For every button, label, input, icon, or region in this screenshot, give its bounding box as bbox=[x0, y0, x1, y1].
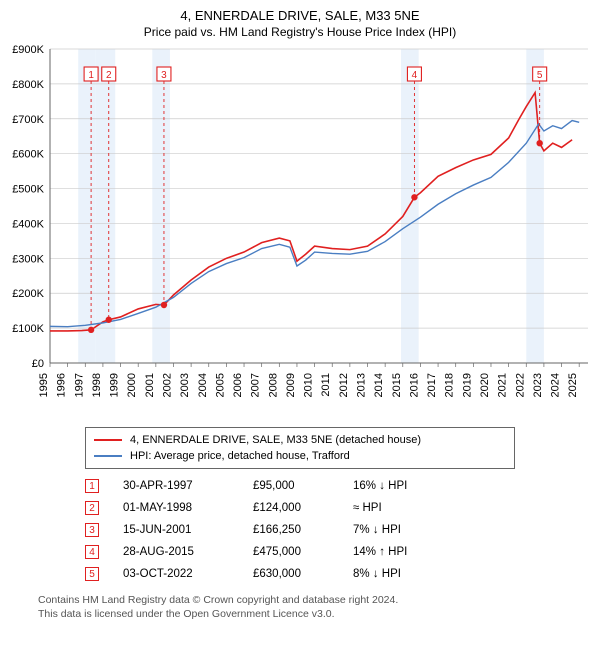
x-tick-label: 2022 bbox=[514, 373, 526, 397]
sale-hpi: 16% ↓ HPI bbox=[353, 480, 515, 492]
sale-dot bbox=[411, 194, 417, 200]
sale-hpi: 8% ↓ HPI bbox=[353, 568, 515, 580]
legend: 4, ENNERDALE DRIVE, SALE, M33 5NE (detac… bbox=[85, 427, 515, 469]
x-tick-label: 2013 bbox=[356, 373, 368, 397]
x-tick-label: 2015 bbox=[391, 373, 403, 397]
price-band bbox=[152, 49, 170, 363]
sale-price: £124,000 bbox=[253, 502, 353, 514]
x-tick-label: 2014 bbox=[373, 373, 385, 397]
y-tick-label: £800K bbox=[12, 79, 44, 91]
x-tick-label: 2002 bbox=[161, 373, 173, 397]
x-tick-label: 1996 bbox=[56, 373, 68, 397]
chart-svg: £0 £100K £200K £300K £400K £500K £600K £700K £80… bbox=[0, 43, 600, 423]
x-tick-label: 1997 bbox=[73, 373, 85, 397]
sale-dot bbox=[161, 302, 167, 308]
sale-row: 3 15-JUN-2001£166,2507% ↓ HPI bbox=[85, 519, 515, 541]
sale-date: 30-APR-1997 bbox=[123, 480, 253, 492]
x-tick-label: 1999 bbox=[109, 373, 121, 397]
x-tick-label: 2016 bbox=[408, 373, 420, 397]
title-address: 4, ENNERDALE DRIVE, SALE, M33 5NE bbox=[0, 0, 600, 23]
x-tick-label: 2003 bbox=[179, 373, 191, 397]
root: 4, ENNERDALE DRIVE, SALE, M33 5NE Price … bbox=[0, 0, 600, 650]
y-tick-label: £600K bbox=[12, 149, 44, 161]
y-tick-label: £200K bbox=[12, 288, 44, 300]
marker-label: 2 bbox=[106, 70, 112, 81]
sale-price: £630,000 bbox=[253, 568, 353, 580]
marker-label: 5 bbox=[537, 70, 543, 81]
sale-dot bbox=[88, 327, 94, 333]
y-tick-label: £300K bbox=[12, 253, 44, 265]
footer: Contains HM Land Registry data © Crown c… bbox=[38, 593, 600, 621]
chart: £0 £100K £200K £300K £400K £500K £600K £700K £80… bbox=[0, 43, 600, 423]
legend-label: HPI: Average price, detached house, Traf… bbox=[130, 450, 350, 462]
footer-line2: This data is licensed under the Open Gov… bbox=[38, 607, 600, 621]
x-tick-label: 2001 bbox=[144, 373, 156, 397]
sale-row: 4 28-AUG-2015£475,00014% ↑ HPI bbox=[85, 541, 515, 563]
x-tick-label: 2009 bbox=[285, 373, 297, 397]
y-tick-label: £100K bbox=[12, 323, 44, 335]
marker-label: 1 bbox=[88, 70, 94, 81]
marker-label: 3 bbox=[161, 70, 167, 81]
x-tick-label: 2024 bbox=[550, 373, 562, 397]
sale-marker: 2 bbox=[85, 501, 99, 515]
x-tick-label: 1998 bbox=[91, 373, 103, 397]
x-tick-label: 1995 bbox=[38, 373, 50, 397]
sale-hpi: 14% ↑ HPI bbox=[353, 546, 515, 558]
x-tick-label: 2019 bbox=[461, 373, 473, 397]
sale-row: 2 01-MAY-1998£124,000≈ HPI bbox=[85, 497, 515, 519]
legend-item: 4, ENNERDALE DRIVE, SALE, M33 5NE (detac… bbox=[94, 432, 506, 448]
x-tick-label: 2018 bbox=[444, 373, 456, 397]
x-tick-label: 2000 bbox=[126, 373, 138, 397]
sale-row: 5 03-OCT-2022£630,0008% ↓ HPI bbox=[85, 563, 515, 585]
marker-label: 4 bbox=[412, 70, 418, 81]
title-subtitle: Price paid vs. HM Land Registry's House … bbox=[0, 23, 600, 43]
y-tick-label: £700K bbox=[12, 114, 44, 126]
footer-line1: Contains HM Land Registry data © Crown c… bbox=[38, 593, 600, 607]
sale-dot bbox=[106, 317, 112, 323]
x-tick-label: 2004 bbox=[197, 373, 209, 397]
x-tick-label: 2020 bbox=[479, 373, 491, 397]
sale-marker: 4 bbox=[85, 545, 99, 559]
sale-hpi: 7% ↓ HPI bbox=[353, 524, 515, 536]
x-tick-label: 2008 bbox=[267, 373, 279, 397]
legend-item: HPI: Average price, detached house, Traf… bbox=[94, 448, 506, 464]
sale-hpi: ≈ HPI bbox=[353, 502, 515, 514]
sale-marker: 3 bbox=[85, 523, 99, 537]
sale-price: £166,250 bbox=[253, 524, 353, 536]
x-tick-label: 2010 bbox=[303, 373, 315, 397]
sale-price: £475,000 bbox=[253, 546, 353, 558]
sale-date: 15-JUN-2001 bbox=[123, 524, 253, 536]
legend-label: 4, ENNERDALE DRIVE, SALE, M33 5NE (detac… bbox=[130, 434, 421, 446]
legend-swatch bbox=[94, 455, 122, 457]
sale-row: 1 30-APR-1997£95,00016% ↓ HPI bbox=[85, 475, 515, 497]
x-tick-label: 2005 bbox=[214, 373, 226, 397]
series-property bbox=[50, 93, 572, 331]
x-tick-label: 2021 bbox=[497, 373, 509, 397]
sale-date: 03-OCT-2022 bbox=[123, 568, 253, 580]
x-tick-label: 2011 bbox=[320, 373, 332, 397]
price-band bbox=[78, 49, 96, 363]
y-tick-label: £900K bbox=[12, 44, 44, 56]
sale-date: 01-MAY-1998 bbox=[123, 502, 253, 514]
y-tick-label: £500K bbox=[12, 184, 44, 196]
x-tick-label: 2023 bbox=[532, 373, 544, 397]
sale-dot bbox=[536, 140, 542, 146]
price-band bbox=[96, 49, 115, 363]
sale-price: £95,000 bbox=[253, 480, 353, 492]
y-tick-label: £0 bbox=[32, 358, 44, 370]
legend-swatch bbox=[94, 439, 122, 441]
sale-marker: 5 bbox=[85, 567, 99, 581]
sale-date: 28-AUG-2015 bbox=[123, 546, 253, 558]
x-tick-label: 2007 bbox=[250, 373, 262, 397]
y-tick-label: £400K bbox=[12, 218, 44, 230]
sale-marker: 1 bbox=[85, 479, 99, 493]
x-tick-label: 2017 bbox=[426, 373, 438, 397]
x-tick-label: 2012 bbox=[338, 373, 350, 397]
x-tick-label: 2025 bbox=[567, 373, 579, 397]
x-tick-label: 2006 bbox=[232, 373, 244, 397]
sales-table: 1 30-APR-1997£95,00016% ↓ HPI 2 01-MAY-1998… bbox=[85, 475, 515, 585]
